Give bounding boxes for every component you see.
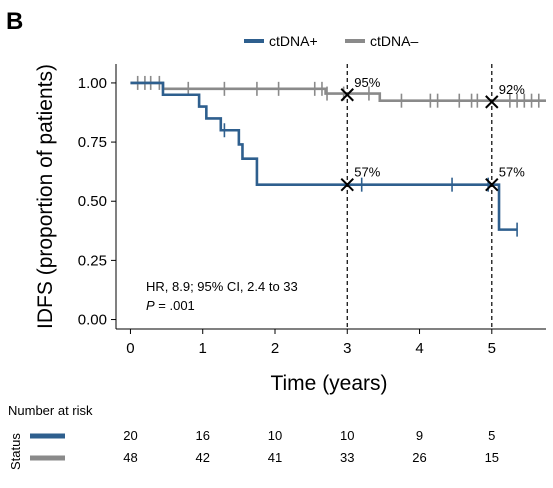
marker-stroke [485,177,499,192]
series-ctdna-neg [130,75,546,108]
survival-curve-ctdna-pos [130,81,518,231]
risk-count: 41 [268,450,282,465]
risk-count: 26 [412,450,426,465]
x-tick-label: 1 [199,340,207,357]
survival-marker: 95% [340,75,381,102]
marker-stroke [340,177,354,192]
marker-label: 95% [354,75,380,90]
survival-marker: 57% [340,165,381,192]
survival-marker: 57% [485,165,525,192]
x-tick-label: 4 [415,340,423,357]
x-tick-label: 2 [271,340,279,357]
panel-letter: B [6,8,23,35]
p-value: = .001 [155,298,195,313]
x-tick-label: 3 [343,340,351,357]
y-tick-label: 0.50 [78,193,107,210]
risk-table-title: Number at risk [8,403,93,418]
risk-count: 20 [123,428,137,443]
risk-count: 33 [340,450,354,465]
legend: ctDNA+ ctDNA– [244,33,418,49]
x-axis-title: Time (years) [270,372,387,395]
marker-stroke [485,95,499,109]
marker-stroke [340,88,354,102]
risk-count: 48 [123,450,137,465]
risk-count: 16 [195,428,209,443]
legend-label: ctDNA– [370,33,418,49]
y-tick-label: 0.25 [78,252,107,269]
risk-count: 9 [416,428,423,443]
hazard-ratio-text: HR, 8.9; 95% CI, 2.4 to 33 [146,279,298,294]
y-tick-label: 1.00 [78,75,107,92]
legend-label: ctDNA+ [269,33,318,49]
risk-count: 15 [485,450,499,465]
plot-area: 0.00 0.25 0.50 0.75 1.00 0 1 2 3 4 5 95% 92% 57% 57% [78,64,546,357]
risk-count: 5 [488,428,495,443]
marker-label: 92% [499,82,525,97]
risk-count: 10 [268,428,282,443]
risk-count: 10 [340,428,354,443]
x-tick-label: 0 [126,340,134,357]
y-tick-label: 0.75 [78,134,107,151]
risk-table: Number at risk Status 20 16 10 10 9 5 48 42 41 33… [8,403,499,470]
risk-count: 42 [195,450,209,465]
y-tick-label: 0.00 [78,312,107,329]
marker-label: 57% [354,165,380,180]
y-axis-title: IDFS (proportion of patients) [34,64,57,329]
p-symbol: P [146,298,155,313]
survival-marker: 92% [485,82,525,109]
marker-label: 57% [499,165,525,180]
x-tick-label: 5 [488,340,496,357]
survival-curve-ctdna-neg [130,81,546,102]
risk-table-row-label: Status [8,433,23,470]
p-value-text: P = .001 [146,298,195,313]
